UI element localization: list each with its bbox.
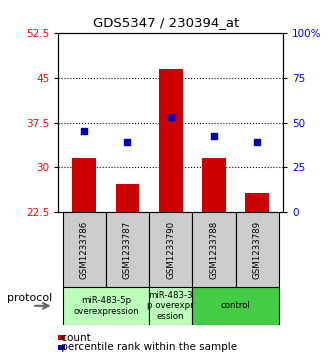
Bar: [58, 335, 65, 340]
Text: protocol: protocol: [7, 293, 52, 303]
Bar: [106, 212, 149, 287]
Bar: [63, 287, 149, 325]
Bar: [58, 345, 65, 350]
Bar: [149, 212, 192, 287]
Bar: [192, 212, 235, 287]
Text: GSM1233786: GSM1233786: [80, 220, 89, 279]
Point: [211, 133, 216, 139]
Bar: [235, 212, 279, 287]
Bar: [63, 212, 106, 287]
Bar: [159, 69, 182, 212]
Text: GSM1233787: GSM1233787: [123, 220, 132, 279]
Point: [125, 139, 130, 145]
Text: control: control: [221, 301, 250, 310]
Bar: [245, 193, 269, 212]
Text: GSM1233790: GSM1233790: [166, 220, 175, 279]
Point: [82, 129, 87, 134]
Bar: [116, 184, 139, 212]
Point: [254, 139, 260, 145]
Text: miR-483-3
p overexpr
ession: miR-483-3 p overexpr ession: [147, 291, 194, 321]
Text: percentile rank within the sample: percentile rank within the sample: [58, 342, 237, 352]
Bar: [202, 159, 226, 212]
Bar: [192, 287, 279, 325]
Text: GSM1233788: GSM1233788: [209, 220, 218, 279]
Bar: [72, 159, 96, 212]
Text: miR-483-5p
overexpression: miR-483-5p overexpression: [73, 296, 139, 315]
Bar: [149, 287, 192, 325]
Point: [168, 114, 173, 119]
Text: GSM1233789: GSM1233789: [253, 220, 262, 279]
Text: count: count: [58, 333, 91, 343]
Text: GDS5347 / 230394_at: GDS5347 / 230394_at: [93, 16, 240, 29]
